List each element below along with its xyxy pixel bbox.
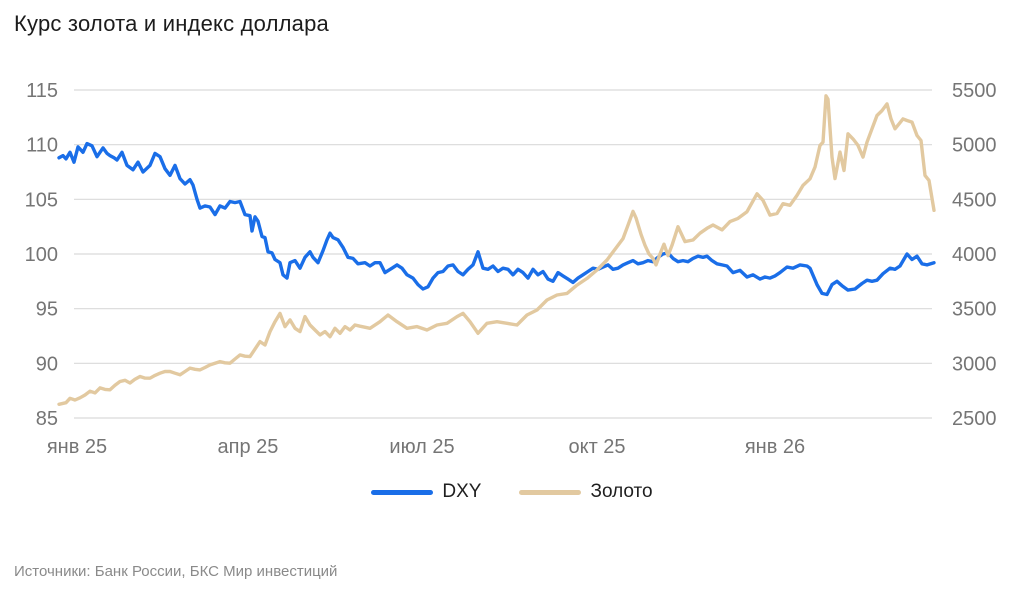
y-axis-right-tick: 5000: [952, 135, 997, 157]
x-axis-tick: июл 25: [389, 436, 454, 458]
gold-line: [57, 94, 936, 406]
y-axis-right-tick: 2500: [952, 408, 997, 430]
y-axis-left-tick: 85: [36, 408, 58, 430]
dxy-line-swatch: [371, 489, 434, 495]
y-axis-right-tick: 4000: [952, 244, 997, 266]
y-axis-left-tick: 105: [25, 189, 58, 211]
legend-item-gold[interactable]: Золото: [519, 481, 653, 503]
y-axis-left-tick: 100: [25, 244, 58, 266]
source-note: Источники: Банк России, БКС Мир инвестиц…: [14, 563, 338, 580]
y-axis-left-tick: 95: [36, 299, 58, 321]
x-axis-tick: янв 25: [47, 436, 107, 458]
x-axis-tick: окт 25: [568, 436, 625, 458]
y-axis-right-tick: 3500: [952, 299, 997, 321]
y-axis-right-tick: 4500: [952, 189, 997, 211]
x-axis-tick: апр 25: [218, 436, 279, 458]
legend-label-gold: Золото: [590, 481, 653, 502]
legend-item-dxy[interactable]: DXY: [371, 481, 481, 503]
x-axis-tick: янв 26: [745, 436, 805, 458]
y-axis-left-tick: 115: [26, 80, 58, 102]
chart-legend: DXY Золото: [0, 481, 1024, 503]
y-axis-right-tick: 5500: [952, 80, 997, 102]
gold-line-swatch: [519, 489, 582, 495]
chart-title: Курс золота и индекс доллара: [14, 11, 329, 36]
y-axis-left-tick: 110: [26, 135, 58, 157]
y-axis-right-tick: 3000: [952, 353, 997, 375]
legend-label-dxy: DXY: [442, 481, 482, 502]
dxy-line: [57, 141, 936, 297]
y-axis-left-tick: 90: [36, 353, 58, 375]
